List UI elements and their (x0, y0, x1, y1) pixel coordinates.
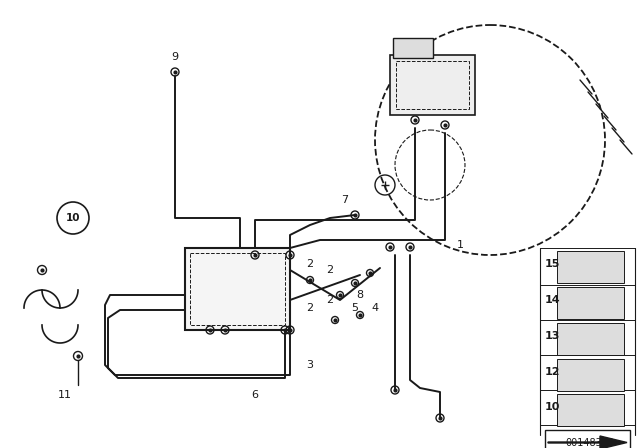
Text: 8: 8 (356, 290, 364, 300)
Text: 14: 14 (545, 295, 561, 305)
Text: 2: 2 (326, 265, 333, 275)
Text: 13: 13 (545, 331, 561, 341)
Text: 4: 4 (371, 303, 379, 313)
FancyBboxPatch shape (557, 394, 624, 426)
FancyBboxPatch shape (557, 359, 624, 391)
Text: 2: 2 (307, 303, 314, 313)
Text: 6: 6 (252, 390, 259, 400)
FancyBboxPatch shape (557, 251, 624, 283)
Bar (393, 38, 433, 58)
FancyBboxPatch shape (557, 287, 624, 319)
Text: 2: 2 (307, 259, 314, 269)
Text: 1: 1 (456, 240, 463, 250)
Text: 3: 3 (307, 360, 314, 370)
Text: 2: 2 (326, 295, 333, 305)
FancyBboxPatch shape (557, 323, 624, 355)
Polygon shape (548, 436, 627, 448)
Text: 9: 9 (172, 52, 179, 62)
Text: 5: 5 (351, 303, 358, 313)
Text: 00148310: 00148310 (566, 438, 614, 448)
FancyBboxPatch shape (390, 55, 475, 115)
Text: 7: 7 (341, 195, 349, 205)
Text: 10: 10 (66, 213, 80, 223)
Text: 11: 11 (58, 390, 72, 400)
Text: 15: 15 (545, 259, 561, 269)
Bar (185, 248, 290, 330)
Text: 12: 12 (545, 367, 561, 377)
Text: 10: 10 (545, 402, 561, 412)
Bar (545, 430, 630, 448)
Bar (396, 61, 469, 109)
Bar (190, 253, 285, 325)
